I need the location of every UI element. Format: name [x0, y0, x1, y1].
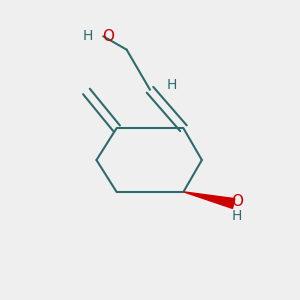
- Polygon shape: [184, 192, 235, 208]
- Text: H: H: [83, 29, 93, 43]
- Text: H: H: [232, 209, 242, 223]
- Text: O: O: [231, 194, 243, 209]
- Text: H: H: [167, 78, 177, 92]
- Text: O: O: [102, 29, 114, 44]
